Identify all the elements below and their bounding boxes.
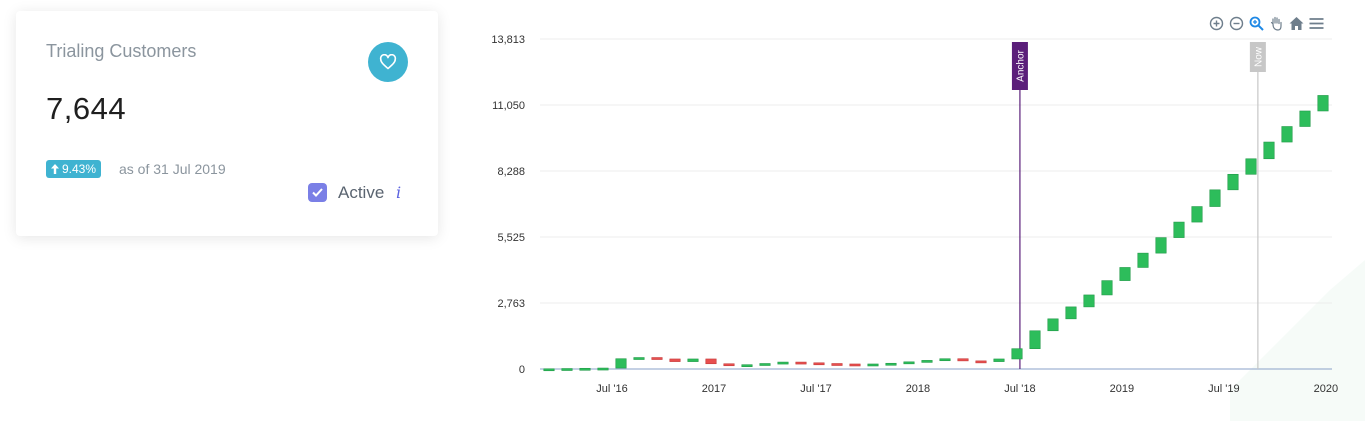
y-tick-label: 2,763 (497, 298, 525, 310)
x-tick-label: Jul '17 (800, 383, 831, 395)
candle[interactable] (1101, 280, 1113, 296)
chart-toolbar (1208, 15, 1324, 31)
card-title: Trialing Customers (46, 41, 197, 61)
candle[interactable] (1245, 158, 1257, 175)
candle[interactable] (669, 358, 681, 362)
candle[interactable] (1317, 95, 1329, 112)
candle[interactable] (651, 357, 663, 360)
x-tick-label: 2019 (1110, 383, 1134, 395)
candle[interactable] (741, 364, 753, 367)
x-tick-label: 2020 (1314, 383, 1338, 395)
y-tick-label: 0 (519, 364, 525, 376)
candle[interactable] (1137, 252, 1149, 268)
candle[interactable] (723, 363, 735, 367)
zoom-out-icon[interactable] (1228, 15, 1244, 31)
candle[interactable] (1173, 221, 1185, 238)
active-checkbox[interactable] (308, 183, 327, 202)
change-badge: 9.43% (46, 160, 102, 178)
candle[interactable] (543, 368, 555, 372)
annotation-flag (1011, 42, 1028, 90)
annotation-label: Now (1253, 46, 1264, 67)
candle[interactable] (633, 357, 645, 360)
candle[interactable] (813, 362, 825, 366)
candle[interactable] (579, 367, 591, 371)
candle[interactable] (777, 361, 789, 365)
metric-value: 7,644 (46, 91, 127, 126)
y-tick-label: 13,813 (491, 34, 525, 46)
x-tick-label: 2018 (906, 383, 930, 395)
y-tick-label: 8,288 (497, 166, 525, 178)
active-label: Active (338, 183, 385, 202)
metric-card: Trialing Customers 7,644 9.43% as of 31 … (16, 11, 438, 236)
candle[interactable] (1191, 206, 1203, 223)
change-value: 9.43% (62, 162, 97, 176)
candle[interactable] (1065, 306, 1077, 320)
magnifier-icon[interactable] (1248, 15, 1264, 31)
candle[interactable] (1263, 141, 1275, 160)
candle[interactable] (1047, 318, 1059, 332)
candle[interactable] (561, 368, 573, 371)
candle[interactable] (1281, 126, 1293, 143)
corner-decoration (1230, 260, 1365, 421)
candle[interactable] (705, 358, 717, 365)
favorite-button[interactable] (368, 42, 408, 82)
candle[interactable] (957, 358, 969, 362)
x-tick-label: Jul '19 (1208, 383, 1239, 395)
as-of-date: as of 31 Jul 2019 (119, 161, 226, 177)
candle[interactable] (921, 360, 933, 363)
candlestick-chart: Anchor Now 13,813 11,050 8,288 5,525 2,763 0 Ju… (491, 34, 1365, 421)
candle[interactable] (849, 363, 861, 367)
candle[interactable] (1083, 294, 1095, 308)
candle[interactable] (687, 358, 699, 362)
chart-area: Anchor Now 13,813 11,050 8,288 5,525 2,763 0 Ju… (470, 0, 1365, 421)
heart-icon (379, 54, 397, 70)
candle[interactable] (1227, 173, 1239, 191)
y-tick-label: 11,050 (492, 100, 525, 112)
candle[interactable] (885, 362, 897, 366)
candle[interactable] (1209, 189, 1221, 207)
candle[interactable] (1029, 330, 1041, 349)
candle[interactable] (1011, 348, 1023, 360)
candle[interactable] (867, 363, 879, 367)
pan-hand-icon[interactable] (1268, 15, 1284, 31)
candle[interactable] (975, 360, 987, 364)
candle[interactable] (1299, 110, 1311, 127)
annotation-label: Anchor (1015, 49, 1026, 81)
x-tick-label: Jul '16 (596, 383, 627, 395)
candle[interactable] (939, 358, 951, 362)
menu-icon[interactable] (1308, 15, 1324, 31)
home-icon[interactable] (1288, 15, 1304, 31)
candle[interactable] (795, 361, 807, 365)
candle[interactable] (993, 358, 1005, 362)
x-tick-label: Jul '18 (1004, 383, 1035, 395)
candle[interactable] (615, 358, 627, 369)
y-tick-label: 5,525 (497, 232, 525, 244)
candle[interactable] (903, 361, 915, 365)
candle[interactable] (831, 363, 843, 366)
arrow-up-icon (51, 164, 59, 174)
candle[interactable] (1119, 267, 1131, 281)
checkmark-icon (312, 188, 323, 197)
candle[interactable] (759, 363, 771, 366)
x-tick-label: 2017 (702, 383, 726, 395)
annotation-flag (1249, 42, 1266, 72)
candle[interactable] (597, 367, 609, 371)
zoom-in-icon[interactable] (1208, 15, 1224, 31)
info-icon[interactable]: i (396, 183, 402, 202)
candle[interactable] (1155, 237, 1167, 254)
